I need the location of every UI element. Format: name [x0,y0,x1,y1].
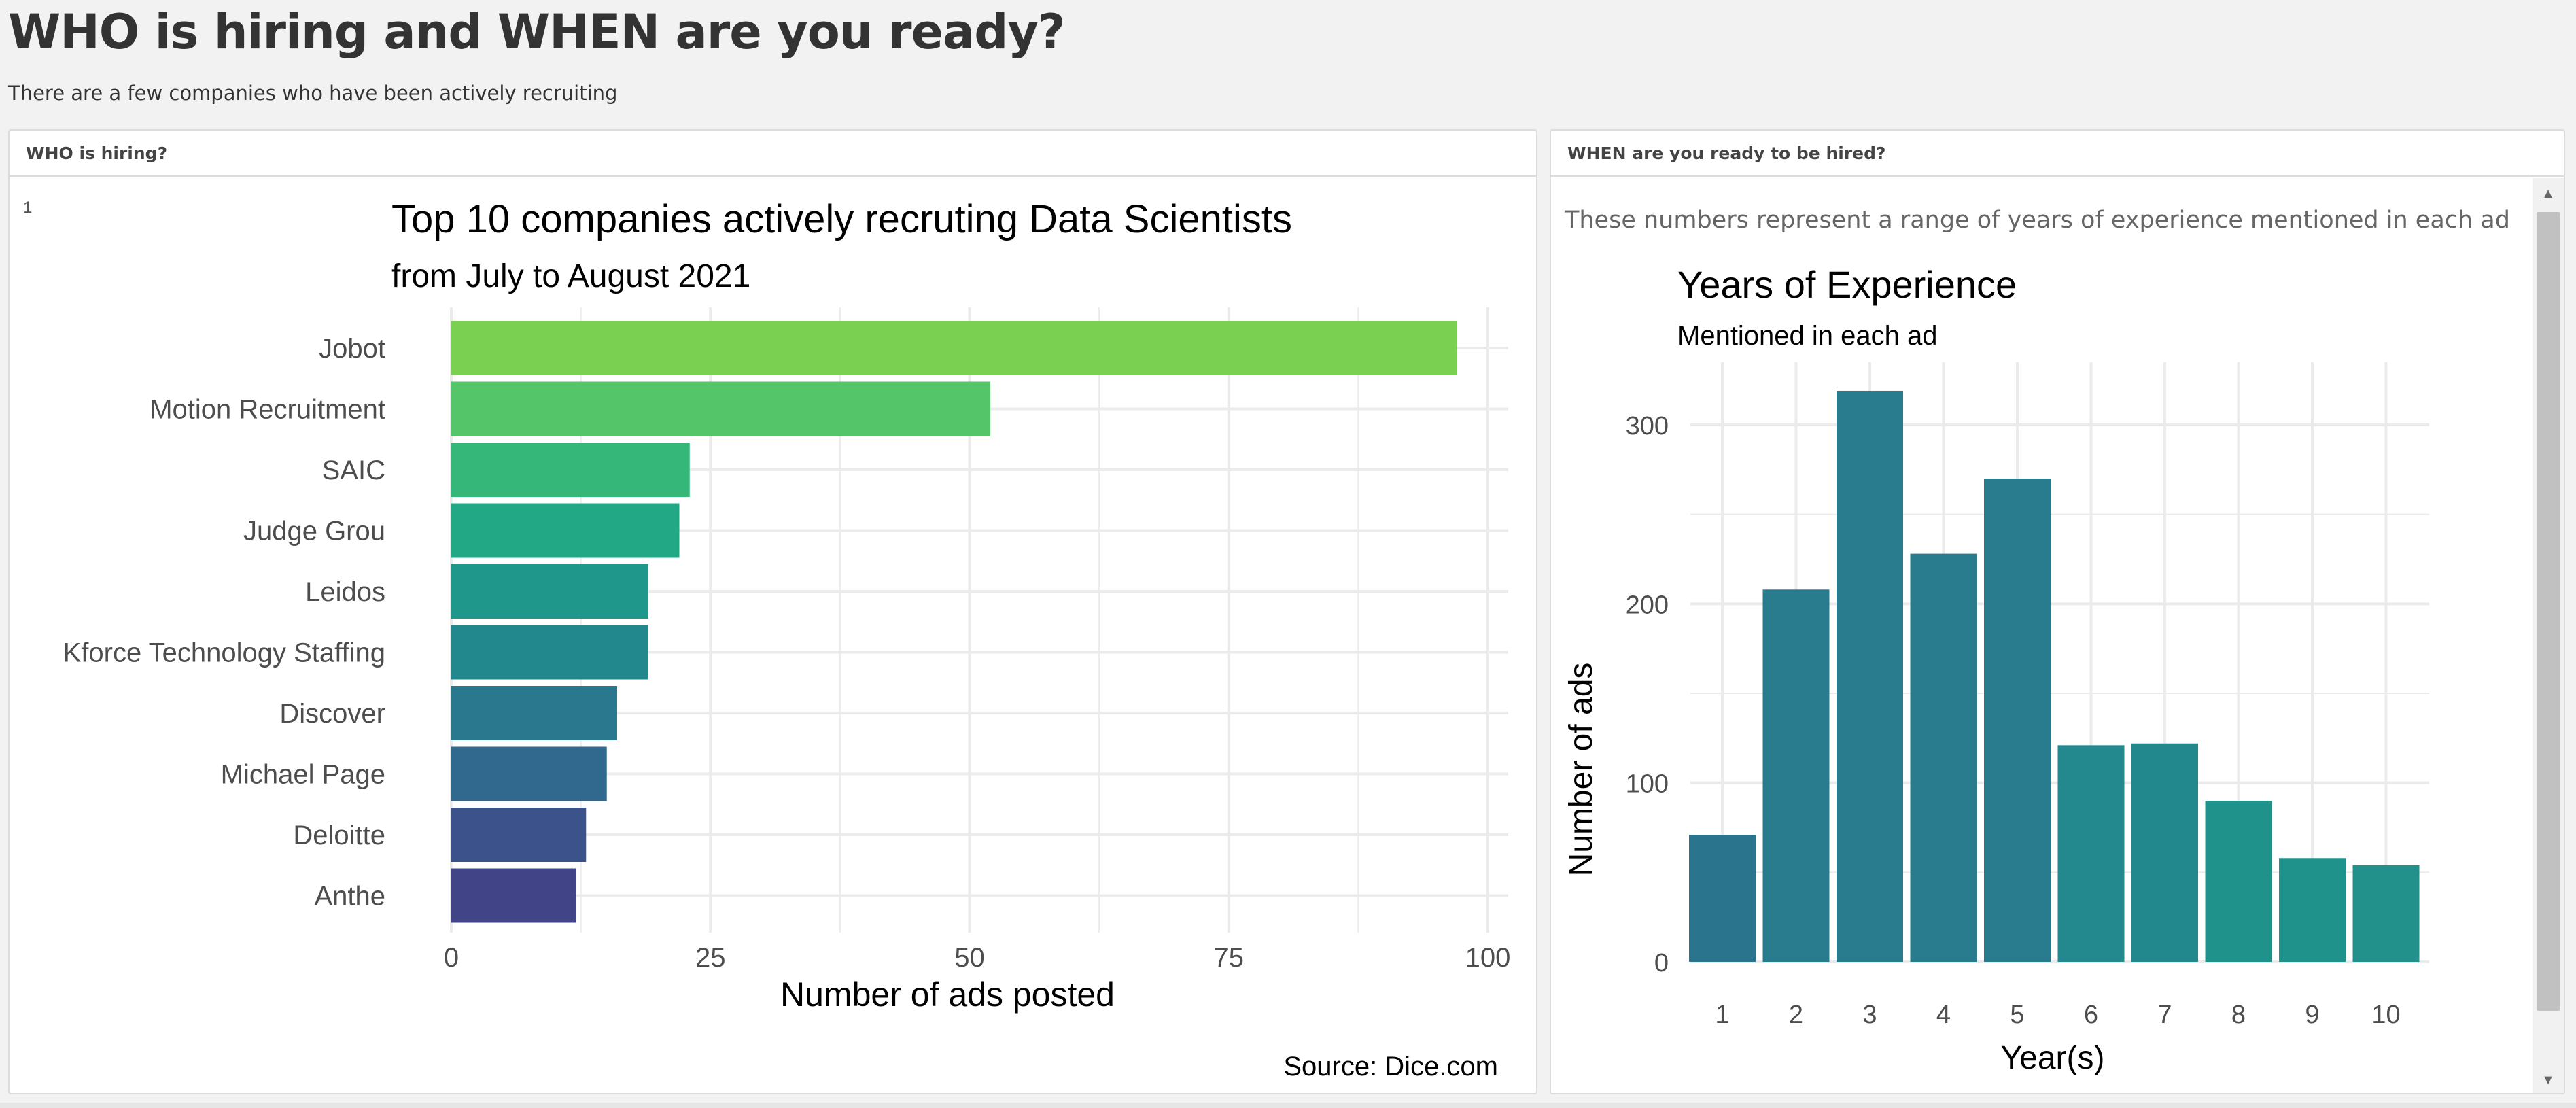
y-tick-label: Anthe [314,882,385,912]
bar-year-5 [1984,479,2051,962]
bar-michael-page [451,746,607,801]
y-tick-label: Discover [279,699,385,729]
panel-description: These numbers represent a range of years… [1565,207,2510,234]
bar-year-10 [2352,865,2420,962]
bar-year-2 [1762,589,1830,962]
y-tick-label: 200 [1626,591,1669,619]
x-tick-label: 3 [1862,1001,1877,1029]
x-tick-label: 100 [1465,943,1511,973]
x-axis-label: Year(s) [2001,1040,2105,1076]
bar-discover [451,686,617,740]
panel-header-who: WHO is hiring? [10,131,1536,177]
companies-bar-chart: Jobot Motion Recruitment SAIC Judge Grou Lei… [63,197,1511,1081]
y-tick-label: Judge Grou [243,517,385,547]
x-tick-label: 25 [695,943,726,973]
y-tick-labels: 0 100 200 300 [1626,412,1669,977]
chart-title: Top 10 companies actively recruting Data… [391,197,1292,241]
panel-mark: 1 [23,198,33,217]
chart-caption: Source: Dice.com [1283,1052,1498,1081]
chart-subtitle: Mentioned in each ad [1677,321,1938,351]
bar-judge-grou [451,503,680,558]
bar-kforce-technology-staffing [451,625,648,680]
company-bars [451,321,1457,923]
x-tick-labels: 0 25 50 75 100 [444,943,1511,973]
bar-year-3 [1837,390,1903,962]
y-tick-label: Kforce Technology Staffing [63,638,385,668]
y-tick-labels: Jobot Motion Recruitment SAIC Judge Grou Lei… [63,334,385,912]
x-tick-label: 0 [444,943,459,973]
bar-year-7 [2131,743,2198,962]
bar-year-1 [1689,835,1756,962]
y-tick-label: 0 [1654,949,1669,977]
x-tick-label: 6 [2084,1001,2098,1029]
when-ready-panel: WHEN are you ready to be hired? These nu… [1550,129,2565,1094]
x-tick-label: 5 [2010,1001,2024,1029]
bar-year-6 [2057,745,2125,962]
y-tick-label: 300 [1626,412,1669,440]
bar-jobot [451,321,1457,375]
x-tick-label: 2 [1789,1001,1803,1029]
x-tick-label: 8 [2231,1001,2246,1029]
chart-subtitle: from July to August 2021 [391,258,750,294]
y-tick-label: Jobot [319,334,385,364]
bar-leidos [451,564,648,619]
x-axis-label: Number of ads posted [780,975,1115,1014]
x-tick-label: 10 [2371,1001,2400,1029]
bar-anthe [451,868,576,923]
chart-title: Years of Experience [1677,263,2017,306]
y-tick-label: Michael Page [221,760,385,790]
x-tick-labels: 1 2 3 4 5 6 7 8 9 10 [1715,1001,2400,1029]
bar-saic [451,443,690,497]
x-tick-label: 7 [2157,1001,2172,1029]
y-tick-label: 100 [1626,770,1669,799]
y-axis-label: Number of ads [1563,663,1599,877]
scrollbar-thumb[interactable] [2537,212,2560,1011]
x-tick-label: 1 [1715,1001,1729,1029]
panel-header-when: WHEN are you ready to be hired? [1551,131,2564,177]
x-tick-label: 4 [1936,1001,1951,1029]
page-subtitle: There are a few companies who have been … [8,82,618,105]
y-tick-label: Leidos [305,577,385,607]
x-tick-label: 9 [2305,1001,2319,1029]
scroll-up-arrow-icon[interactable]: ▲ [2541,186,2555,201]
experience-bar-chart: 0 100 200 300 1 2 3 4 5 6 7 8 9 10 Years of Experien… [1563,263,2429,1076]
panel-scrollbar[interactable]: ▲ ▼ [2533,178,2564,1093]
y-tick-label: SAIC [322,455,385,485]
y-tick-label: Deloitte [293,820,385,850]
bottom-strip [0,1103,2576,1108]
scroll-down-arrow-icon[interactable]: ▼ [2541,1072,2555,1088]
bar-year-8 [2205,801,2272,962]
bar-year-4 [1910,553,1977,962]
y-tick-label: Motion Recruitment [150,395,385,425]
bar-deloitte [451,808,587,862]
bar-year-9 [2279,858,2346,962]
x-tick-label: 50 [954,943,985,973]
who-is-hiring-panel: WHO is hiring? 1 Jobot Motion Recruitment… [8,129,1537,1094]
x-tick-label: 75 [1214,943,1245,973]
bar-motion-recruitment [451,381,990,436]
page-title: WHO is hiring and WHEN are you ready? [8,4,1066,60]
experience-bars [1689,390,2420,962]
